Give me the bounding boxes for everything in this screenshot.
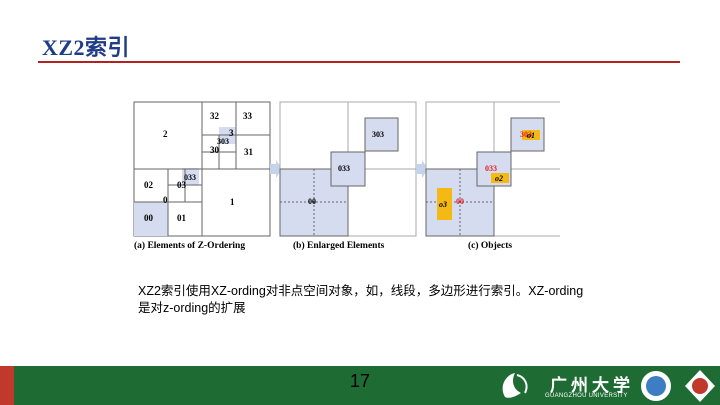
footer-bar [14,366,720,405]
university-name: 广州大学 [550,376,634,395]
label-a-32: 32 [210,111,220,121]
z-ordering-figure: 32 33 3 303 30 31 2 033 02 03 0 1 00 01 … [133,101,560,251]
label-a-33: 33 [243,111,253,121]
object-o2 [491,173,509,183]
label-a-303: 303 [217,137,229,146]
page-number: 17 [349,371,371,391]
panel-c: 303 o1 033 o2 00 o3 (c) Objects [425,101,560,251]
label-a-0: 0 [163,195,168,205]
panel-b: 303 033 00 (b) Enlarged Elements [279,101,417,251]
label-b-033: 033 [338,164,350,173]
label-a-01: 01 [177,213,187,223]
label-c-o1: o1 [527,131,535,140]
slide-title: XZ2索引 [42,35,131,60]
object-o3 [437,188,452,220]
panel-a: 32 33 3 303 30 31 2 033 02 03 0 1 00 01 … [133,101,271,251]
label-c-o3: o3 [439,200,447,209]
university-logo [502,369,715,403]
arrow-icon [416,160,428,178]
label-a-2: 2 [163,129,168,139]
label-b-303: 303 [372,130,384,139]
university-name-en: GUANGZHOU UNIVERSITY [545,393,628,399]
kapok-flower-icon [502,373,528,398]
label-c-033: 033 [485,164,497,173]
footer-accent [0,366,14,405]
label-c-00: 00 [456,197,464,206]
caption-a: (a) Elements of Z-Ordering [134,240,245,251]
label-a-30: 30 [210,145,220,155]
label-a-02: 02 [144,180,154,190]
object-o1 [522,130,540,140]
caption-b: (b) Enlarged Elements [293,240,385,251]
university-seal-icon [639,369,673,403]
label-c-o2: o2 [495,174,503,183]
label-a-00: 00 [144,213,154,223]
label-a-3: 3 [229,128,234,138]
body-text: XZ2索引使用XZ-ording对非点空间对象，如，线段，多边形进行索引。XZ-… [138,284,584,315]
arrow-icon [270,160,282,178]
label-b-00: 00 [308,197,316,206]
label-c-303: 303 [520,130,532,139]
caption-c: (c) Objects [468,240,512,251]
anniversary-badge-icon [685,370,715,402]
title-divider [38,61,680,63]
label-a-033: 033 [184,173,196,182]
label-a-31: 31 [244,147,254,157]
label-a-03: 03 [177,180,187,190]
label-a-1: 1 [230,197,235,207]
